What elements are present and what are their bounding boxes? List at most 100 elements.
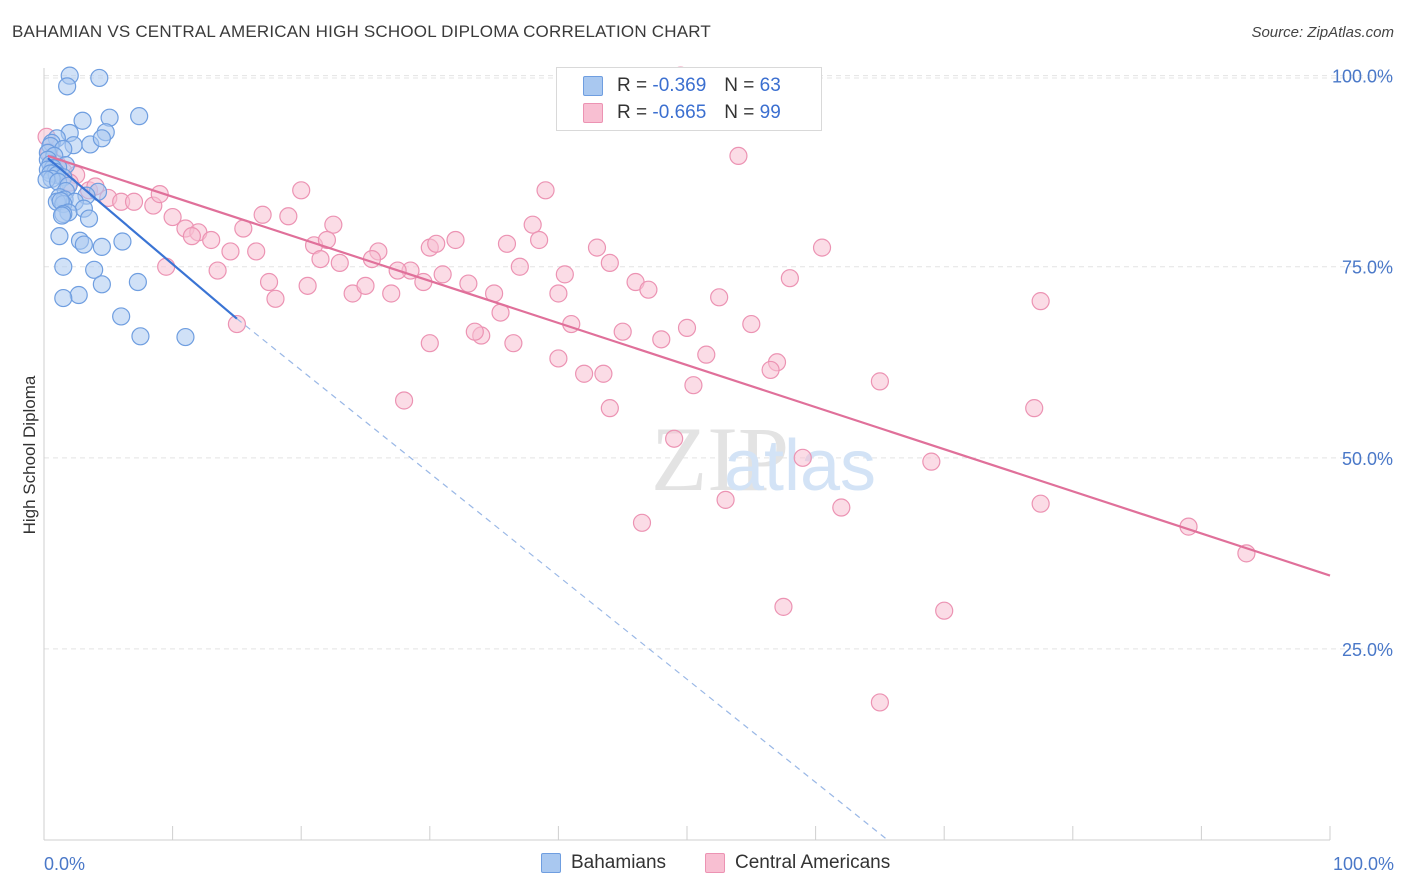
bahamians-point-47 bbox=[113, 232, 132, 251]
central-americans-point-41 bbox=[523, 215, 542, 234]
chart-title: BAHAMIAN VS CENTRAL AMERICAN HIGH SCHOOL… bbox=[12, 22, 711, 41]
central-americans-point-52 bbox=[665, 429, 684, 448]
central-americans-point-68 bbox=[157, 257, 176, 276]
central-americans-point-67 bbox=[182, 227, 201, 246]
bahamians-point-5 bbox=[73, 111, 92, 130]
grid-lines bbox=[44, 75, 1392, 650]
central-americans-point-85 bbox=[1025, 399, 1044, 418]
central-americans-point-35 bbox=[446, 230, 465, 250]
legend-n-label: N = bbox=[724, 75, 755, 96]
central-americans-point-75 bbox=[594, 364, 613, 383]
central-americans-point-94 bbox=[600, 399, 619, 418]
central-americans-point-98 bbox=[1031, 292, 1050, 311]
central-americans-point-93 bbox=[504, 334, 523, 353]
legend-r-value-bahamians: -0.369 bbox=[652, 75, 707, 96]
central-americans-point-23 bbox=[292, 181, 311, 200]
central-americans-point-96 bbox=[420, 334, 439, 353]
central-americans-point-48 bbox=[613, 322, 632, 341]
central-americans-point-79 bbox=[761, 360, 780, 380]
central-americans-point-86 bbox=[1031, 494, 1050, 513]
legend-r-label: R = bbox=[617, 102, 648, 123]
central-americans-point-65 bbox=[298, 276, 317, 295]
central-americans-point-25 bbox=[324, 215, 343, 234]
bottom-legend-central-americans: Central Americans bbox=[705, 852, 890, 874]
axes bbox=[43, 68, 1331, 841]
legend-swatch-bahamians bbox=[583, 76, 603, 96]
central-americans-point-22 bbox=[279, 207, 298, 226]
bahamians-trend-extension bbox=[236, 318, 888, 841]
bottom-legend-swatch-central-americans bbox=[705, 853, 725, 873]
central-americans-point-14 bbox=[163, 207, 182, 227]
central-americans-point-92 bbox=[394, 391, 414, 410]
central-americans-point-50 bbox=[639, 280, 658, 299]
central-americans-point-83 bbox=[870, 372, 890, 391]
legend-swatch-central-americans bbox=[583, 103, 603, 123]
central-americans-point-18 bbox=[221, 242, 240, 261]
bottom-legend: Bahamians Central Americans bbox=[0, 852, 1406, 876]
central-americans-point-54 bbox=[697, 345, 716, 364]
central-americans-point-42 bbox=[536, 181, 555, 200]
y-tick-label-1: 50.0% bbox=[1342, 449, 1393, 469]
bahamians-point-50 bbox=[54, 257, 73, 276]
y-tick-label-0: 25.0% bbox=[1342, 640, 1393, 660]
central-americans-point-17 bbox=[202, 230, 221, 250]
bottom-legend-label-bahamians: Bahamians bbox=[571, 852, 667, 873]
bahamians-point-1 bbox=[90, 68, 109, 88]
central-americans-point-82 bbox=[832, 498, 851, 517]
bahamians-point-57 bbox=[176, 327, 195, 347]
bahamians-trend-line bbox=[47, 157, 238, 320]
central-americans-point-28 bbox=[356, 276, 375, 295]
central-americans-point-97 bbox=[549, 349, 568, 368]
bahamians-point-45 bbox=[50, 227, 69, 246]
x-tick-label-left: 0.0% bbox=[44, 854, 85, 874]
central-americans-point-60 bbox=[427, 234, 446, 253]
y-axis-label: High School Diploma bbox=[20, 375, 39, 535]
central-americans-point-56 bbox=[729, 146, 748, 166]
central-americans-point-80 bbox=[793, 448, 812, 467]
bahamians-point-54 bbox=[69, 285, 88, 305]
bahamians-point-11 bbox=[92, 129, 111, 148]
central-americans-point-90 bbox=[935, 601, 954, 620]
bahamians-point-53 bbox=[92, 275, 111, 294]
bahamians-point-51 bbox=[85, 260, 104, 279]
bahamians-point-58 bbox=[131, 327, 150, 346]
central-americans-point-62 bbox=[259, 272, 279, 292]
central-americans-point-30 bbox=[382, 284, 401, 303]
bahamians-point-49 bbox=[92, 237, 111, 256]
central-americans-point-51 bbox=[652, 330, 671, 349]
bahamians-point-52 bbox=[128, 272, 147, 292]
central-americans-point-76 bbox=[632, 513, 652, 532]
central-americans-point-91 bbox=[227, 314, 246, 334]
central-americans-point-13 bbox=[150, 185, 169, 204]
central-americans-point-57 bbox=[742, 314, 761, 334]
central-americans-point-70 bbox=[317, 230, 337, 250]
central-americans-point-26 bbox=[330, 253, 349, 273]
bottom-legend-label-central-americans: Central Americans bbox=[735, 852, 891, 873]
legend-n-value-central-americans: 99 bbox=[759, 102, 781, 123]
central-americans-point-69 bbox=[266, 289, 285, 308]
central-americans-point-53 bbox=[677, 318, 697, 337]
y-tick-label-2: 75.0% bbox=[1342, 258, 1393, 278]
central-americans-point-20 bbox=[247, 242, 266, 261]
central-americans-point-21 bbox=[253, 205, 272, 224]
central-americans-point-46 bbox=[587, 238, 607, 257]
y-tick-labels: 25.0% 50.0% 75.0% 100.0% bbox=[1332, 67, 1393, 660]
bahamians-point-3 bbox=[130, 107, 149, 126]
central-americans-point-36 bbox=[459, 274, 478, 293]
bahamians-point-44 bbox=[79, 209, 99, 228]
central-americans-point-84 bbox=[922, 452, 941, 471]
central-americans-trend-line bbox=[47, 154, 1331, 577]
legend-n-label: N = bbox=[724, 102, 755, 123]
central-americans-point-81 bbox=[812, 238, 832, 257]
bahamians-point-43 bbox=[52, 206, 72, 225]
bahamians-point-48 bbox=[74, 235, 93, 254]
central-americans-point-43 bbox=[549, 284, 568, 303]
legend-row-central-americans: R = -0.665 N = 99 bbox=[583, 101, 781, 125]
central-americans-points bbox=[37, 66, 1256, 712]
central-americans-point-78 bbox=[716, 490, 735, 509]
central-americans-point-63 bbox=[311, 249, 330, 269]
x-tick-label-right: 100.0% bbox=[1333, 854, 1394, 874]
y-tick-label-3: 100.0% bbox=[1332, 67, 1393, 87]
central-americans-point-77 bbox=[684, 376, 703, 395]
